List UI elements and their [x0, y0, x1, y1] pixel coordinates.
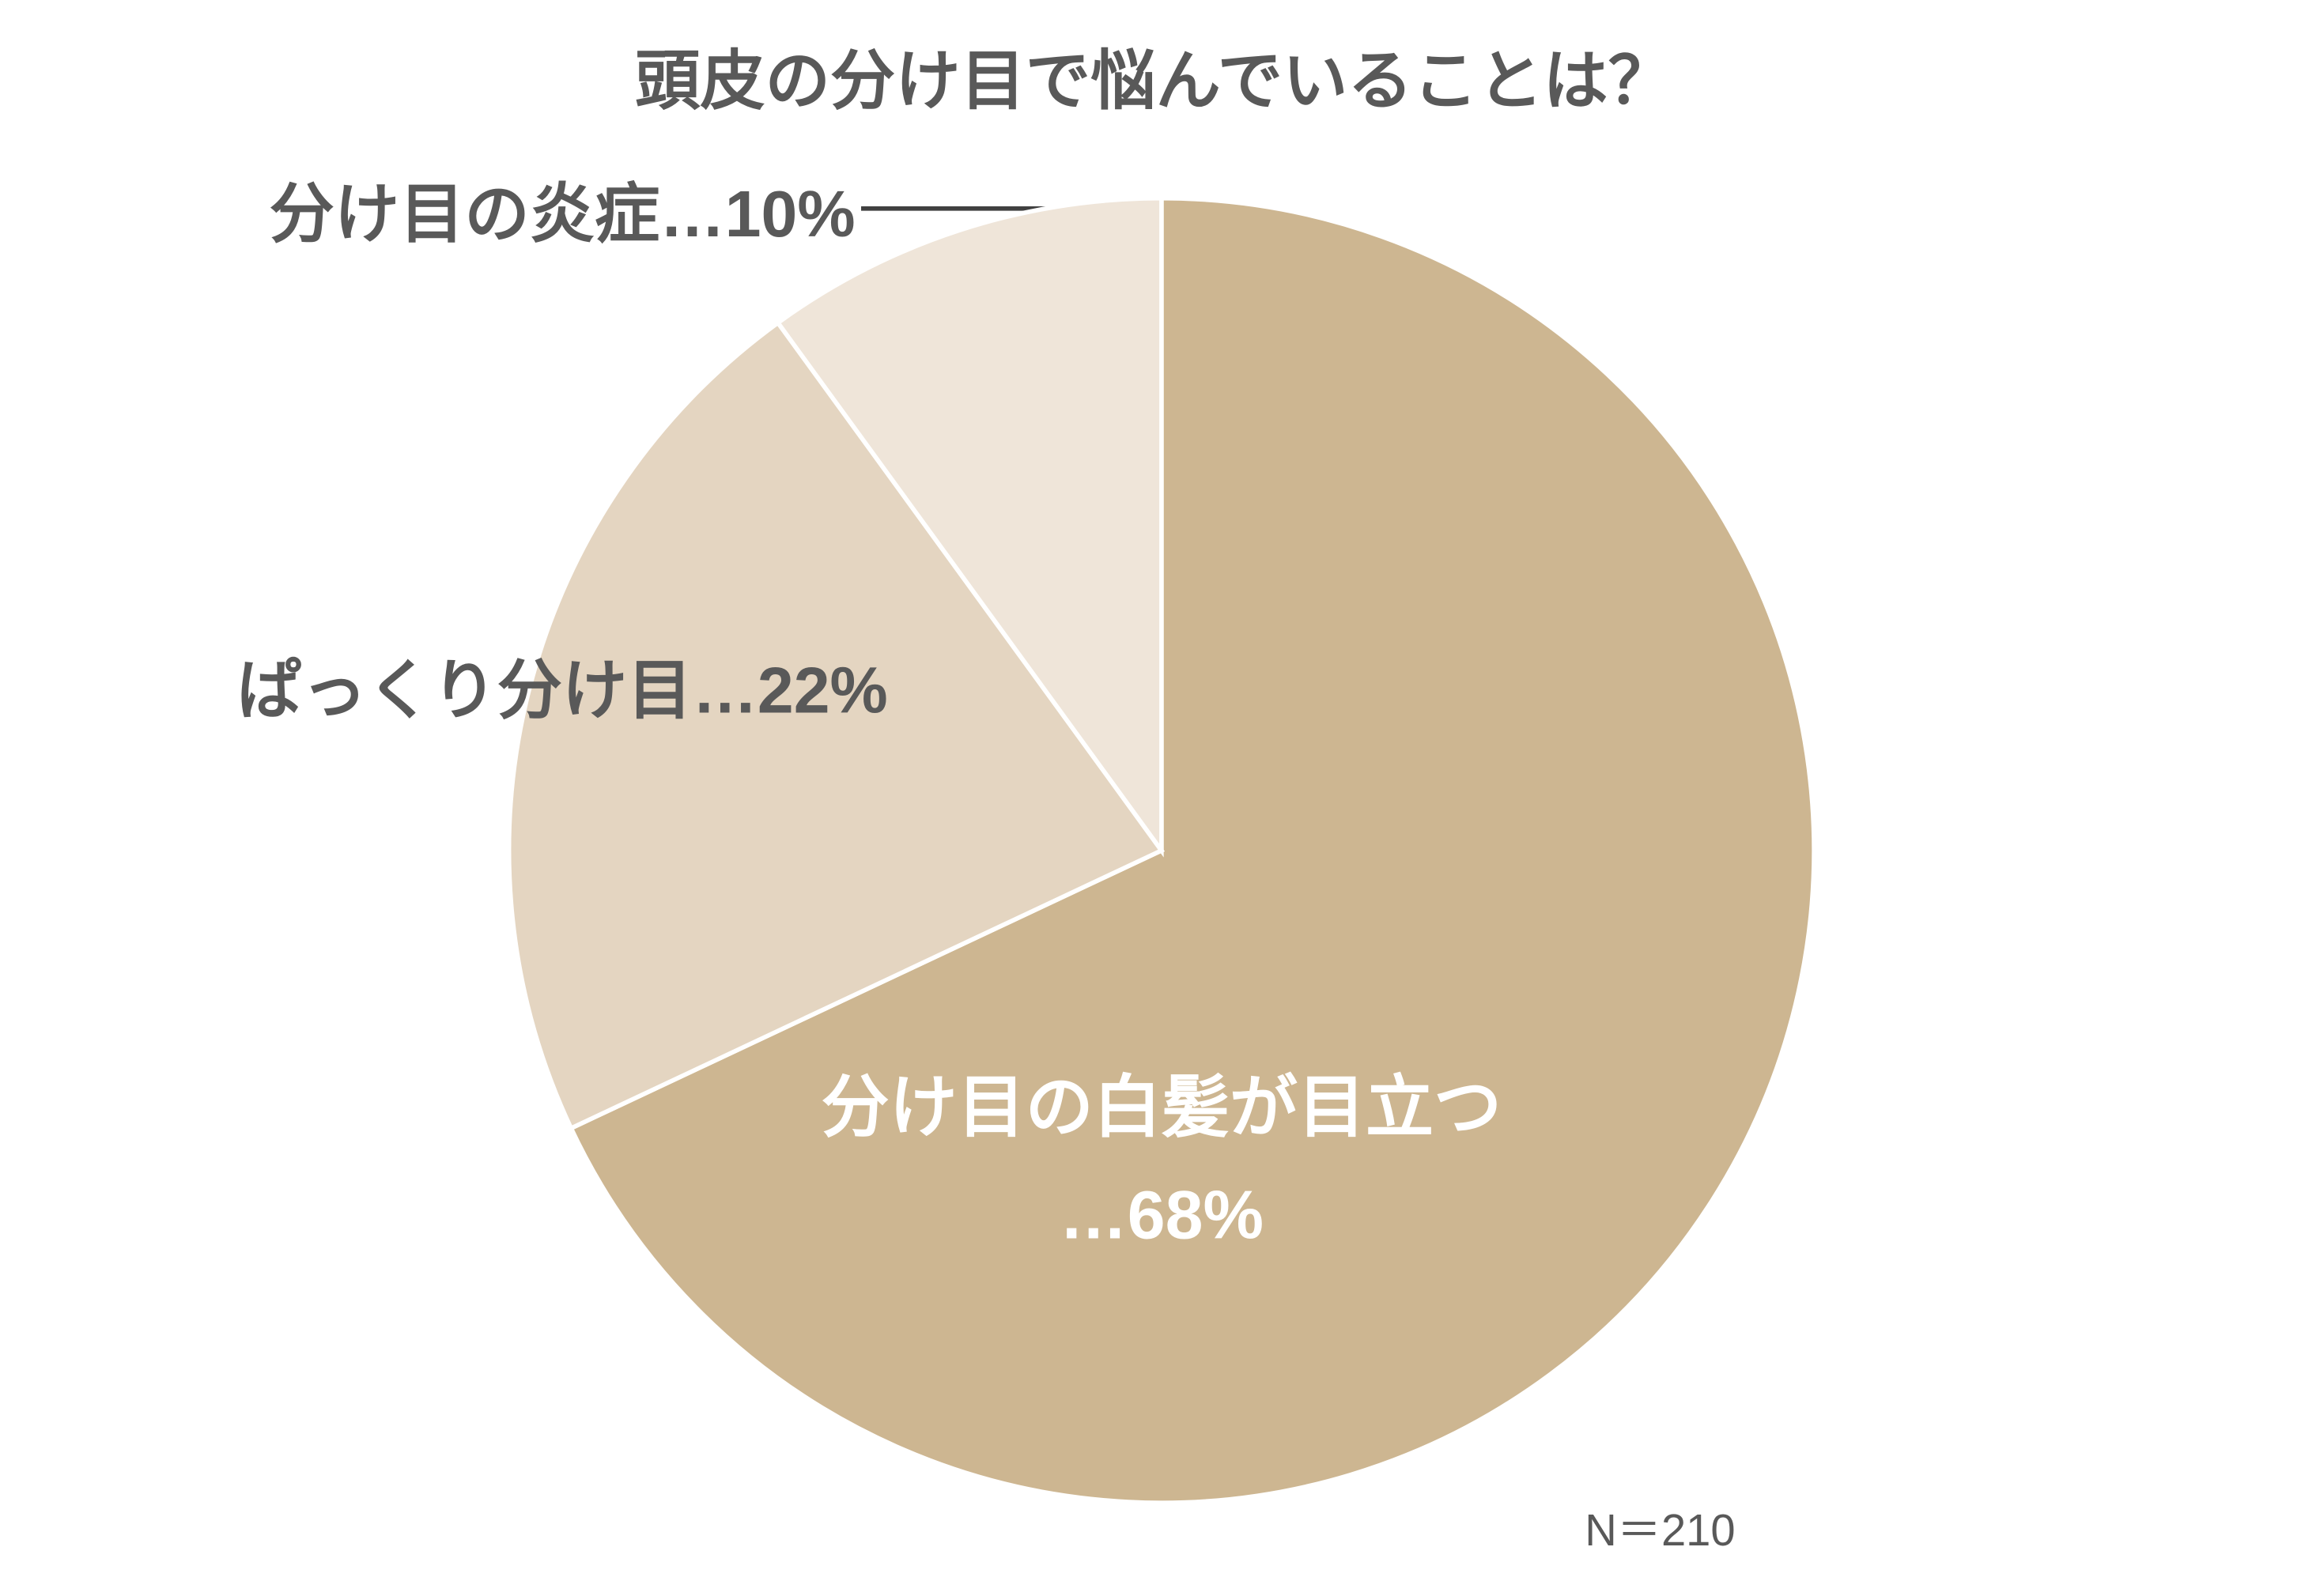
- slice-label: ぱっくり分け目…22%: [236, 654, 887, 726]
- slice-category: ぱっくり分け目: [236, 654, 692, 726]
- slice-category: 分け目の炎症: [269, 178, 659, 251]
- sample-size: N＝210: [1585, 1505, 1735, 1555]
- pie-slice: [506, 319, 1166, 1132]
- slice-label: 分け目の白髪が目立つ: [822, 1070, 1502, 1145]
- pie-slice: [568, 195, 1816, 1505]
- slice-value-label: …22%: [693, 654, 888, 726]
- slice-value-label: …10%: [659, 178, 855, 251]
- pie-slice: [774, 195, 1164, 858]
- slice-value-label: …68%: [1060, 1177, 1264, 1253]
- slice-label: 分け目の炎症…10%: [269, 178, 855, 251]
- chart-title: 頭皮の分け目で悩んでいることは？: [635, 44, 1673, 117]
